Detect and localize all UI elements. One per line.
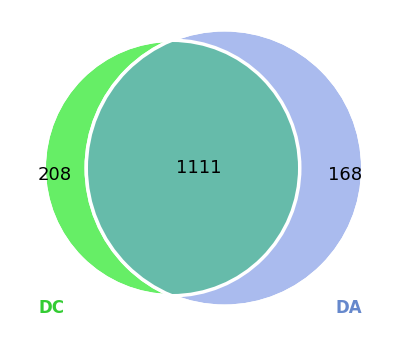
- Text: 168: 168: [328, 166, 362, 184]
- Circle shape: [44, 40, 300, 296]
- Text: DA: DA: [336, 299, 362, 317]
- Text: 1111: 1111: [176, 159, 221, 177]
- Circle shape: [44, 40, 300, 296]
- Text: 208: 208: [38, 166, 72, 184]
- Text: DC: DC: [38, 299, 64, 317]
- Circle shape: [86, 30, 363, 306]
- Circle shape: [86, 30, 363, 306]
